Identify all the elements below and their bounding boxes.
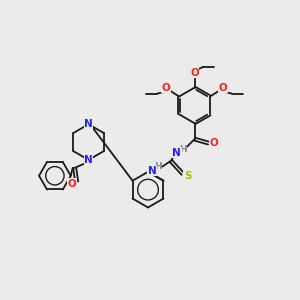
Text: H: H — [179, 145, 187, 154]
Text: N: N — [84, 119, 93, 129]
Text: O: O — [190, 68, 199, 78]
Text: N: N — [172, 148, 181, 158]
Text: O: O — [218, 82, 227, 93]
Text: N: N — [148, 166, 156, 176]
Text: H: H — [154, 162, 162, 171]
Text: O: O — [162, 82, 171, 93]
Text: O: O — [209, 138, 218, 148]
Text: S: S — [184, 171, 191, 181]
Text: O: O — [68, 179, 76, 189]
Text: N: N — [84, 155, 93, 165]
